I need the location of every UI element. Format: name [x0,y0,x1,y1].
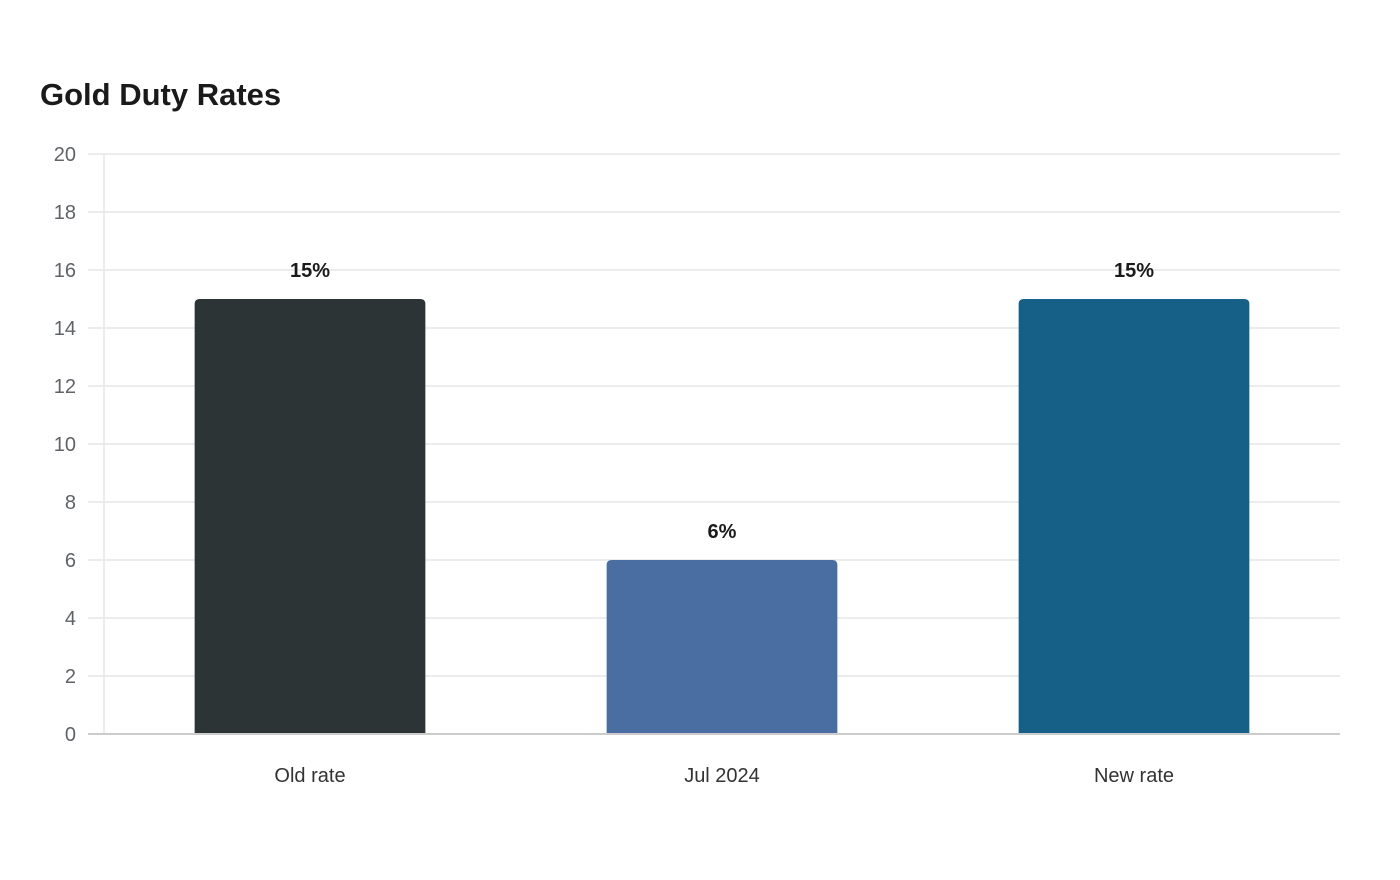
y-tick-label: 8 [65,492,76,514]
x-tick-label: New rate [1094,765,1174,787]
bar [194,299,426,734]
y-tick-label: 2 [65,666,76,688]
y-tick-label: 18 [54,202,76,224]
bar-value-label: 15% [290,260,330,282]
y-tick-label: 20 [54,144,76,166]
x-tick-label: Old rate [274,765,345,787]
bar [1018,299,1250,734]
bar [606,560,838,734]
y-tick-label: 14 [54,318,76,340]
y-tick-label: 12 [54,376,76,398]
y-tick-label: 10 [54,434,76,456]
y-tick-label: 16 [54,260,76,282]
axes: 0 2 4 6 8 10 12 14 16 18 20 [54,144,1340,746]
y-tick-label: 4 [65,608,76,630]
y-tick-label: 6 [65,550,76,572]
x-tick-label: Jul 2024 [684,765,760,787]
data-labels: 15% Old rate 6% Jul 2024 15% New rate [274,260,1174,787]
bar-value-label: 6% [708,521,737,543]
bars [194,299,1250,734]
chart-title: Gold Duty Rates [40,77,282,112]
y-tick-label: 0 [65,724,76,746]
bar-value-label: 15% [1114,260,1154,282]
